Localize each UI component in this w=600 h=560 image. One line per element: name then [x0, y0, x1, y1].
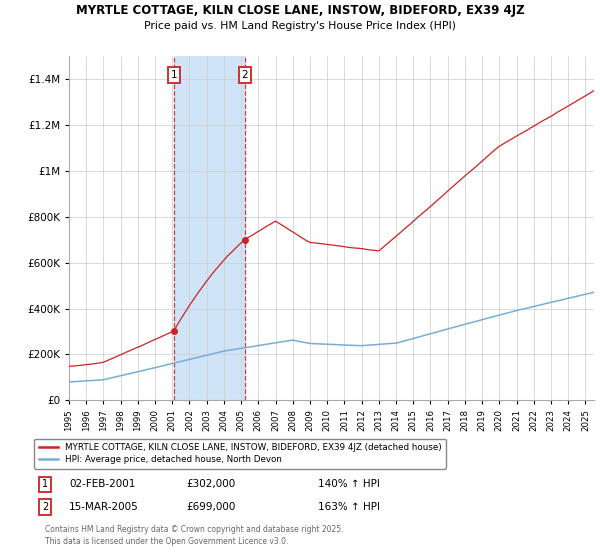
Text: 1: 1: [170, 70, 177, 80]
Text: 2: 2: [42, 502, 48, 512]
Text: 140% ↑ HPI: 140% ↑ HPI: [318, 479, 380, 489]
Text: Price paid vs. HM Land Registry's House Price Index (HPI): Price paid vs. HM Land Registry's House …: [144, 21, 456, 31]
Legend: MYRTLE COTTAGE, KILN CLOSE LANE, INSTOW, BIDEFORD, EX39 4JZ (detached house), HP: MYRTLE COTTAGE, KILN CLOSE LANE, INSTOW,…: [34, 438, 446, 469]
Text: 2: 2: [241, 70, 248, 80]
Text: £302,000: £302,000: [186, 479, 235, 489]
Text: 02-FEB-2001: 02-FEB-2001: [69, 479, 136, 489]
Text: Contains HM Land Registry data © Crown copyright and database right 2025.
This d: Contains HM Land Registry data © Crown c…: [45, 525, 343, 546]
Text: £699,000: £699,000: [186, 502, 235, 512]
Text: 163% ↑ HPI: 163% ↑ HPI: [318, 502, 380, 512]
Text: 1: 1: [42, 479, 48, 489]
Bar: [174, 56, 245, 400]
Text: MYRTLE COTTAGE, KILN CLOSE LANE, INSTOW, BIDEFORD, EX39 4JZ: MYRTLE COTTAGE, KILN CLOSE LANE, INSTOW,…: [76, 4, 524, 17]
Text: 15-MAR-2005: 15-MAR-2005: [69, 502, 139, 512]
